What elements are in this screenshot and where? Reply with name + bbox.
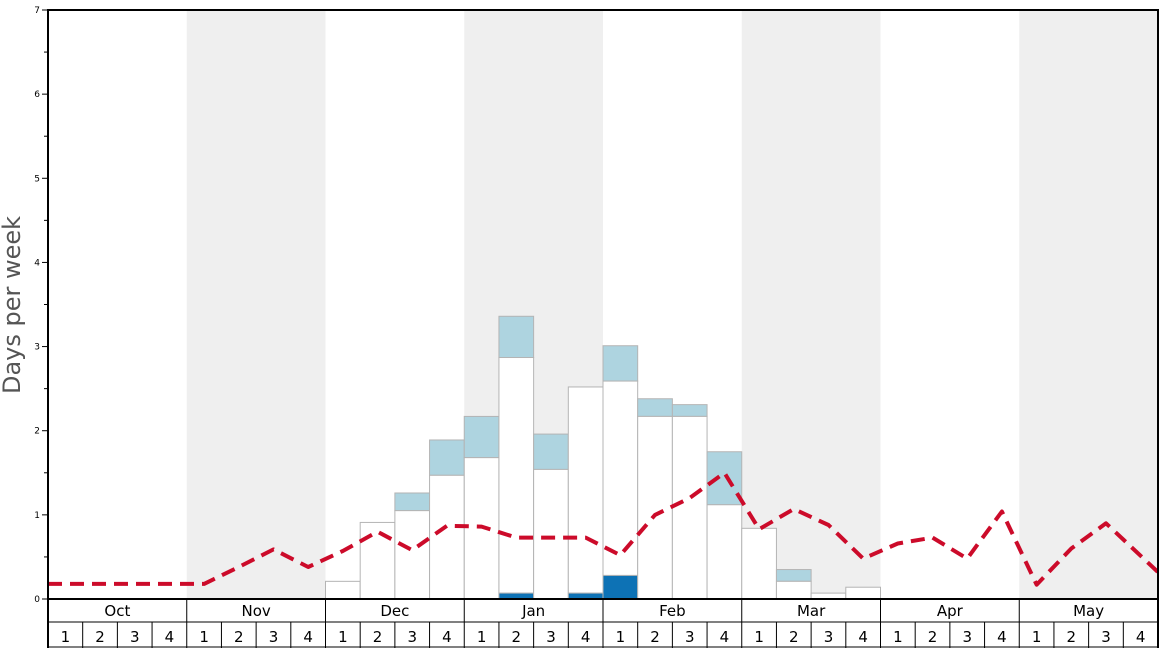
y-tick-label: 0 (34, 595, 40, 605)
y-tick-label: 4 (34, 258, 40, 268)
y-tick-label: 3 (34, 343, 40, 353)
week-label: 2 (1067, 628, 1077, 646)
week-label: 1 (477, 628, 487, 646)
week-label: 4 (442, 628, 452, 646)
month-label: Jan (521, 602, 545, 620)
week-label: 2 (512, 628, 522, 646)
bar-light-segment (394, 492, 431, 512)
month-label: Oct (104, 602, 130, 620)
week-label: 3 (685, 628, 695, 646)
week-label: 4 (997, 628, 1007, 646)
bar-base-segment (706, 504, 743, 600)
month-label: Dec (380, 602, 409, 620)
week-label: 3 (824, 628, 834, 646)
month-label: May (1073, 602, 1104, 620)
bar-light-segment (498, 315, 535, 359)
month-shade-band (1019, 10, 1158, 599)
week-label: 2 (95, 628, 105, 646)
week-label: 2 (789, 628, 799, 646)
bar-base-segment (325, 580, 361, 600)
bar-base-segment (429, 474, 465, 600)
month-shade-band (741, 10, 881, 599)
bar-light-segment (533, 433, 569, 470)
week-label: 1 (199, 628, 209, 646)
bar-base-segment (567, 386, 604, 594)
y-tick-label: 1 (34, 511, 40, 521)
month-label: Apr (937, 602, 964, 620)
bar-base-segment (637, 415, 673, 600)
week-label: 1 (893, 628, 903, 646)
week-label: 2 (373, 628, 383, 646)
bar-base-segment (602, 380, 639, 576)
y-tick-label: 5 (34, 174, 40, 184)
week-label: 1 (1032, 628, 1042, 646)
line-series (48, 470, 1160, 587)
week-label: 1 (616, 628, 626, 646)
bar-light-segment (637, 398, 673, 417)
bar-base-segment (671, 415, 708, 600)
bar-light-segment (706, 451, 743, 506)
bar-light-segment (602, 345, 639, 382)
bar-light-segment (429, 439, 465, 476)
y-axis-label: Days per week (0, 216, 26, 394)
bar-light-segment (775, 569, 812, 582)
month-label: Nov (241, 602, 270, 620)
week-label: 4 (165, 628, 175, 646)
y-tick-label: 7 (34, 6, 40, 16)
bar-base-segment (359, 521, 396, 600)
week-label: 3 (407, 628, 417, 646)
bar-light-segment (463, 415, 500, 459)
month-label: Feb (659, 602, 686, 620)
bar-dark-segment (602, 574, 639, 600)
month-label: Mar (797, 602, 826, 620)
y-tick-label: 6 (34, 90, 40, 100)
week-label: 3 (269, 628, 279, 646)
week-label: 2 (928, 628, 938, 646)
week-label: 3 (130, 628, 140, 646)
bar-base-segment (741, 527, 777, 600)
week-label: 3 (962, 628, 972, 646)
week-label: 4 (858, 628, 868, 646)
week-label: 4 (581, 628, 591, 646)
week-label: 2 (650, 628, 660, 646)
y-tick-label: 2 (34, 427, 40, 437)
week-label: 2 (234, 628, 244, 646)
month-shade-band (186, 10, 326, 599)
bar-base-segment (845, 586, 881, 600)
week-label: 1 (338, 628, 348, 646)
week-label: 1 (754, 628, 764, 646)
week-label: 4 (1136, 628, 1146, 646)
week-label: 4 (303, 628, 313, 646)
week-label: 1 (61, 628, 71, 646)
week-label: 3 (1101, 628, 1111, 646)
bar-base-segment (498, 357, 535, 594)
bar-base-segment (394, 510, 431, 600)
week-label: 4 (720, 628, 730, 646)
week-label: 3 (546, 628, 556, 646)
bar-base-segment (533, 468, 569, 600)
bar-light-segment (671, 404, 708, 417)
bar-base-segment (775, 580, 812, 600)
